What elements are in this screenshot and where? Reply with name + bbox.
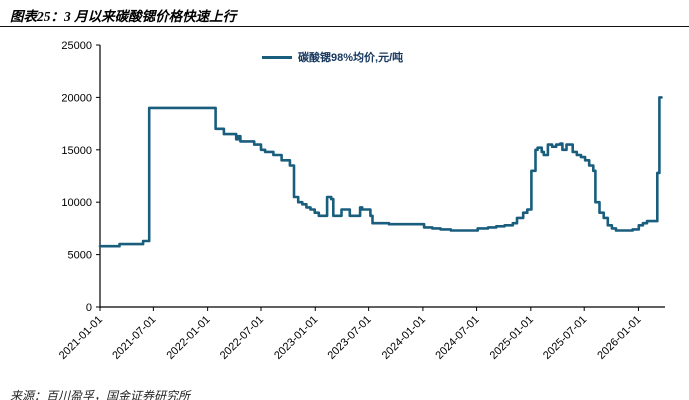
y-tick-label: 20000 [61,92,92,104]
chart-legend: 碳酸锶98%均价,元/吨 [262,49,403,65]
x-tick-label: 2023-01-01 [272,314,320,362]
price-line [98,96,663,248]
y-tick-label: 25000 [61,40,92,52]
source-note: 来源：百川盈孚，国金证券研究所 [10,389,191,400]
x-tick-label: 2025-07-01 [541,314,589,362]
y-tick-label: 15000 [61,145,92,157]
chart-area: 0 5000 10000 15000 20000 25000 2021-01-01 2021-… [0,30,689,375]
x-tick-label: 2024-07-01 [433,314,481,362]
legend-line-swatch [262,55,292,59]
x-tick-label: 2023-07-01 [325,314,373,362]
x-tick-label: 2022-07-01 [218,314,266,362]
y-tick-label: 0 [86,302,92,314]
x-tick-label: 2026-01-01 [595,314,643,362]
chart-title: 图表25：3 月以来碳酸锶价格快速上行 [10,9,237,24]
y-tick-label: 10000 [61,197,92,209]
x-tick-label: 2025-01-01 [488,314,536,362]
x-tick-label: 2024-01-01 [380,314,428,362]
line-chart-svg: 0 5000 10000 15000 20000 25000 2021-01-01 2021-… [57,40,665,362]
x-tick-label: 2021-07-01 [110,314,158,362]
x-tick-label: 2021-01-01 [57,314,105,362]
axes [99,45,665,308]
y-tick-label: 5000 [68,250,92,262]
x-tick-label: 2022-01-01 [164,314,212,362]
title-divider [0,26,689,27]
legend-label: 碳酸锶98%均价,元/吨 [298,52,404,64]
